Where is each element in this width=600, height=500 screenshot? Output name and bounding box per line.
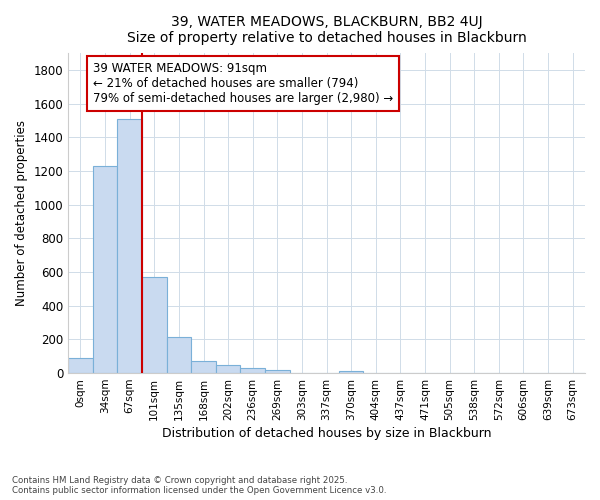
- Title: 39, WATER MEADOWS, BLACKBURN, BB2 4UJ
Size of property relative to detached hous: 39, WATER MEADOWS, BLACKBURN, BB2 4UJ Si…: [127, 15, 526, 45]
- Bar: [142, 277, 167, 373]
- Bar: [93, 166, 118, 373]
- Bar: [191, 362, 216, 373]
- Bar: [118, 119, 142, 373]
- Text: Contains HM Land Registry data © Crown copyright and database right 2025.
Contai: Contains HM Land Registry data © Crown c…: [12, 476, 386, 495]
- Bar: [167, 337, 191, 373]
- Bar: [216, 364, 241, 373]
- Bar: [241, 368, 265, 373]
- X-axis label: Distribution of detached houses by size in Blackburn: Distribution of detached houses by size …: [162, 427, 491, 440]
- Bar: [339, 372, 364, 373]
- Text: 39 WATER MEADOWS: 91sqm
← 21% of detached houses are smaller (794)
79% of semi-d: 39 WATER MEADOWS: 91sqm ← 21% of detache…: [93, 62, 393, 104]
- Bar: [265, 370, 290, 373]
- Y-axis label: Number of detached properties: Number of detached properties: [15, 120, 28, 306]
- Bar: [68, 358, 93, 373]
